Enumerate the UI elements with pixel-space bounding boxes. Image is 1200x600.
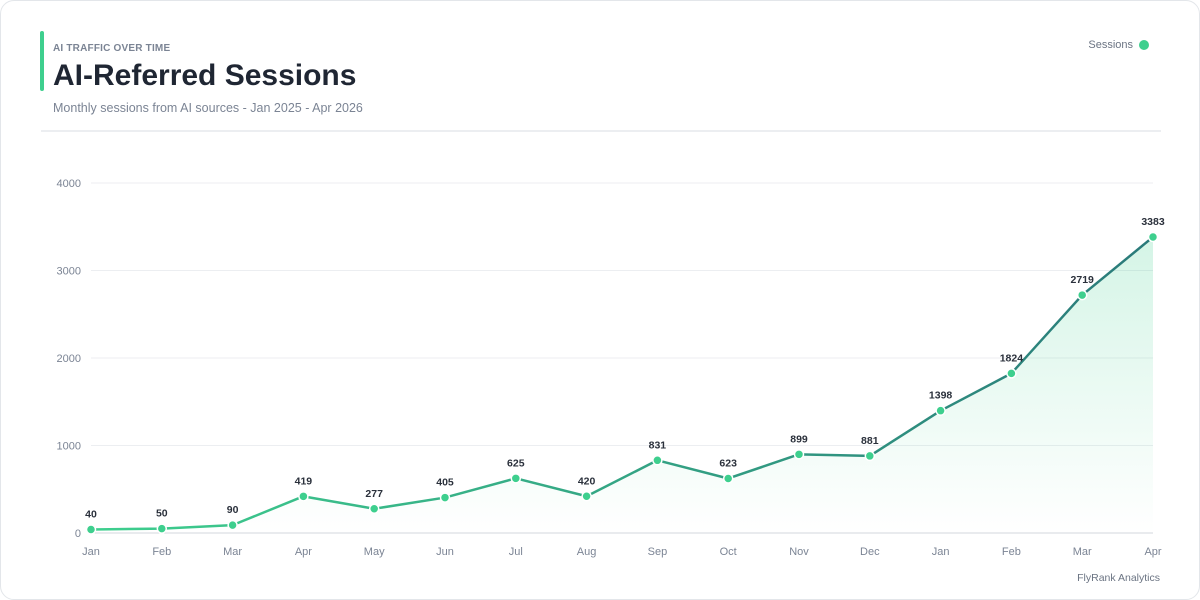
x-tick-label: Feb xyxy=(152,546,171,558)
data-label: 831 xyxy=(649,439,667,451)
x-tick-label: Nov xyxy=(789,546,809,558)
chart-legend: Sessions xyxy=(1088,39,1149,51)
x-tick-label: Oct xyxy=(720,546,737,558)
data-label: 40 xyxy=(85,509,97,521)
x-tick-label: Apr xyxy=(295,546,312,558)
data-point xyxy=(1076,289,1088,301)
legend-dot-icon xyxy=(1139,40,1149,50)
data-label: 625 xyxy=(507,457,525,469)
data-label: 420 xyxy=(578,475,596,487)
x-tick-label: Dec xyxy=(860,546,880,558)
data-label: 881 xyxy=(861,435,879,447)
data-point xyxy=(864,450,876,462)
y-tick-label: 4000 xyxy=(57,178,81,190)
data-label: 277 xyxy=(365,488,383,500)
y-tick-label: 2000 xyxy=(57,353,81,365)
y-tick-label: 0 xyxy=(75,528,81,540)
x-tick-label: Mar xyxy=(223,546,242,558)
x-tick-label: Feb xyxy=(1002,546,1021,558)
x-tick-label: Sep xyxy=(648,546,668,558)
series-line xyxy=(89,235,1155,531)
chart-title: AI-Referred Sessions xyxy=(53,59,357,92)
data-point xyxy=(156,523,168,534)
data-point xyxy=(510,473,522,484)
y-tick-label: 3000 xyxy=(57,266,81,278)
footer-brand: FlyRank Analytics xyxy=(1077,572,1160,584)
x-tick-label: Jul xyxy=(509,546,523,558)
data-point xyxy=(227,519,238,531)
data-point xyxy=(1147,231,1159,243)
data-label: 3383 xyxy=(1141,216,1165,228)
data-label: 50 xyxy=(156,508,168,520)
x-tick-label: Aug xyxy=(577,546,597,558)
data-label: 405 xyxy=(436,477,454,489)
data-label: 419 xyxy=(295,475,313,487)
x-tick-label: Jan xyxy=(932,546,950,558)
x-tick-label: Apr xyxy=(1144,546,1161,558)
data-point xyxy=(298,491,309,502)
data-point xyxy=(722,473,734,484)
chart-subtitle: Monthly sessions from AI sources - Jan 2… xyxy=(53,101,363,115)
legend-label: Sessions xyxy=(1088,39,1133,51)
data-label: 623 xyxy=(719,457,737,469)
x-tick-label: Jan xyxy=(82,546,100,558)
data-label: 1824 xyxy=(1000,352,1024,364)
accent-bar xyxy=(40,31,44,91)
series-area xyxy=(91,236,1153,534)
x-tick-label: May xyxy=(364,546,385,558)
data-point xyxy=(793,449,805,460)
header-divider xyxy=(41,130,1161,132)
data-point xyxy=(935,405,946,416)
data-point xyxy=(85,524,97,535)
data-label: 2719 xyxy=(1071,274,1095,286)
data-label: 899 xyxy=(790,433,808,445)
data-point xyxy=(652,455,663,466)
data-point xyxy=(581,491,592,502)
data-point xyxy=(439,492,451,503)
data-point xyxy=(1006,368,1017,379)
y-tick-label: 1000 xyxy=(57,441,81,453)
data-label: 90 xyxy=(227,504,239,516)
x-tick-label: Jun xyxy=(436,546,454,558)
chart-kicker: AI TRAFFIC OVER TIME xyxy=(53,43,171,54)
data-point xyxy=(368,503,380,515)
x-tick-label: Mar xyxy=(1073,546,1092,558)
data-label: 1398 xyxy=(929,390,953,402)
